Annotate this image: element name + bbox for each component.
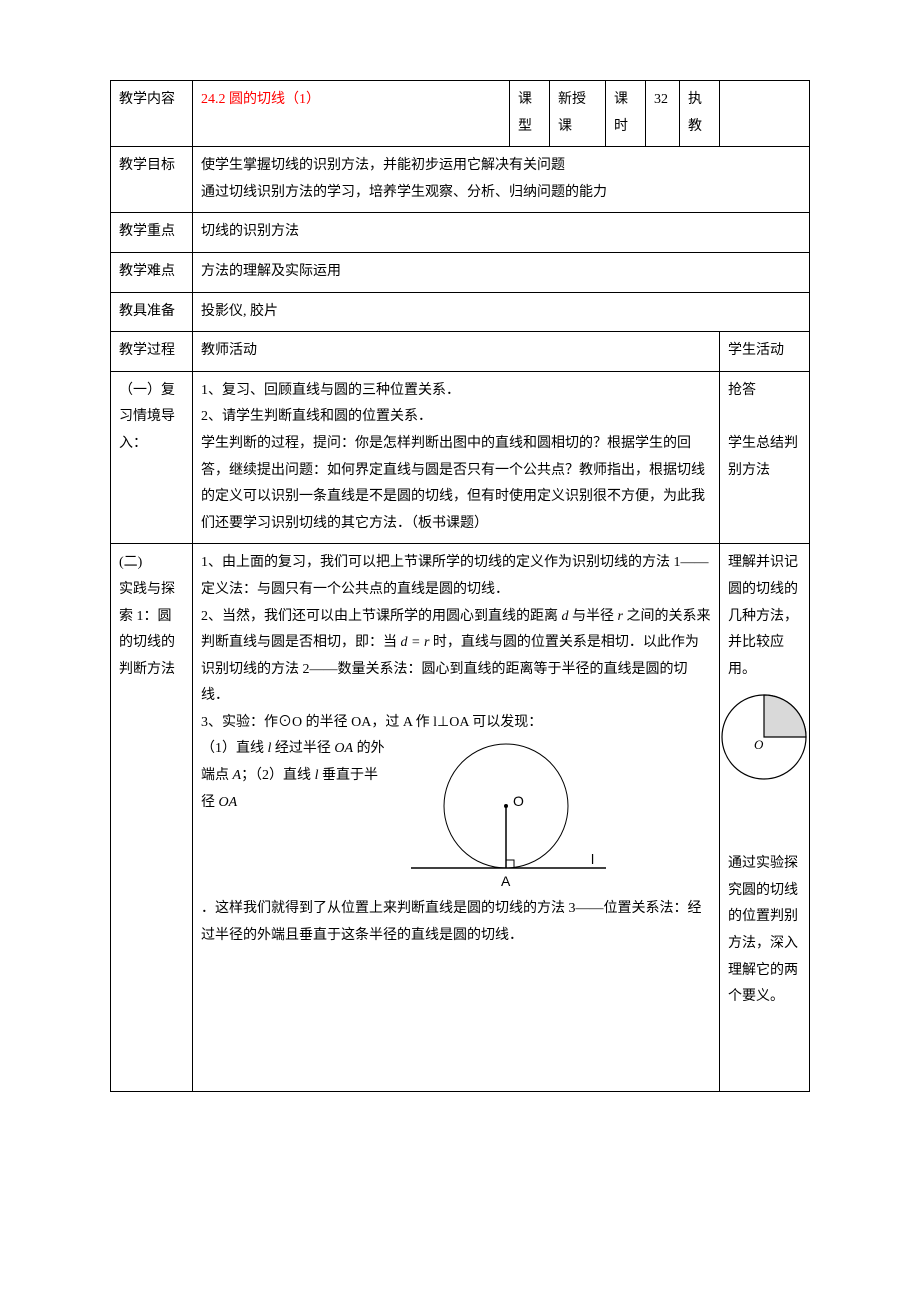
focus-text: 切线的识别方法: [193, 213, 810, 253]
section1-teacher: 1、复习、回顾直线与圆的三种位置关系． 2、请学生判断直线和圆的位置关系． 学生…: [193, 371, 720, 544]
s2-p4a: （1）直线: [201, 741, 268, 756]
s2-p1: 1、由上面的复习，我们可以把上节课所学的切线的定义作为识别切线的方法 1——定义…: [201, 555, 709, 597]
label-teacher: 执教: [680, 81, 720, 147]
s2-student1: 理解并识记圆的切线的几种方法，并比较应用。: [728, 555, 798, 676]
math-OA1: OA: [334, 741, 353, 756]
s1-student2: 学生总结判别方法: [728, 436, 798, 478]
value-hours: 32: [646, 81, 680, 147]
math-d: d: [562, 609, 569, 624]
student-activity-header: 学生活动: [720, 332, 810, 372]
label-prep: 教具准备: [111, 292, 193, 332]
s2-p4b: 经过半径: [271, 741, 334, 756]
diagram1-O-label: O: [754, 737, 764, 752]
s2-p4d: ；（2）直线: [241, 768, 315, 783]
math-A: A: [233, 768, 242, 783]
goals-line1: 使学生掌握切线的识别方法，并能初步运用它解决有关问题: [201, 158, 565, 173]
goals-text: 使学生掌握切线的识别方法，并能初步运用它解决有关问题 通过切线识别方法的学习，培…: [193, 147, 810, 213]
prep-text: 投影仪, 胶片: [193, 292, 810, 332]
section1-student: 抢答 学生总结判别方法: [720, 371, 810, 544]
diagram2-l-label: l: [591, 851, 594, 867]
s1-p1: 1、复习、回顾直线与圆的三种位置关系．: [201, 383, 460, 398]
label-type: 课型: [510, 81, 550, 147]
label-goals: 教学目标: [111, 147, 193, 213]
s2-p2b: 与半径: [569, 609, 618, 624]
label-content: 教学内容: [111, 81, 193, 147]
section2-label: (二) 实践与探索 1：圆的切线的判断方法: [111, 544, 193, 1092]
diagram2-O-label: O: [513, 793, 524, 809]
label-difficulty: 教学难点: [111, 252, 193, 292]
diagram2-A-label: A: [501, 873, 511, 889]
s1-student1: 抢答: [728, 383, 756, 398]
label-focus: 教学重点: [111, 213, 193, 253]
title-text: 24.2 圆的切线（1）: [201, 92, 320, 107]
label-hours: 课时: [606, 81, 646, 147]
sector-diagram: O: [710, 687, 818, 787]
s2-p4f: ．这样我们就得到了从位置上来判断直线是圆的切线的方法 3——位置关系法：经过半径…: [201, 901, 702, 943]
value-teacher: [720, 81, 810, 147]
teacher-activity-header: 教师活动: [193, 332, 720, 372]
s2-p2a: 2、当然，我们还可以由上节课所学的用圆心到直线的距离: [201, 609, 562, 624]
s2-p3: 3、实验：作⊙O 的半径 OA，过 A 作 l⊥OA 可以发现：: [201, 715, 542, 730]
s1-p2: 2、请学生判断直线和圆的位置关系．: [201, 409, 432, 424]
math-OA2: OA: [219, 795, 238, 810]
section1-label: （一）复习情境导入：: [111, 371, 193, 544]
value-type: 新授课: [550, 81, 606, 147]
s2-student2: 通过实验探究圆的切线的位置判别方法，深入理解它的两个要义。: [728, 856, 798, 1004]
lesson-plan-table: 教学内容 24.2 圆的切线（1） 课型 新授课 课时 32 执教 教学目标 使…: [110, 80, 810, 1092]
section2-teacher: 1、由上面的复习，我们可以把上节课所学的切线的定义作为识别切线的方法 1——定义…: [193, 544, 720, 1092]
label-process: 教学过程: [111, 332, 193, 372]
section2-student: 理解并识记圆的切线的几种方法，并比较应用。 O 通过实验探究圆的切线的位置判别方…: [720, 544, 810, 1092]
goals-line2: 通过切线识别方法的学习，培养学生观察、分析、归纳问题的能力: [201, 185, 607, 200]
math-eq: d = r: [401, 635, 430, 650]
s1-p3: 学生判断的过程，提问：你是怎样判断出图中的直线和圆相切的？根据学生的回答，继续提…: [201, 436, 705, 531]
title-cell: 24.2 圆的切线（1）: [193, 81, 510, 147]
tangent-diagram: O A l: [391, 736, 621, 896]
difficulty-text: 方法的理解及实际运用: [193, 252, 810, 292]
